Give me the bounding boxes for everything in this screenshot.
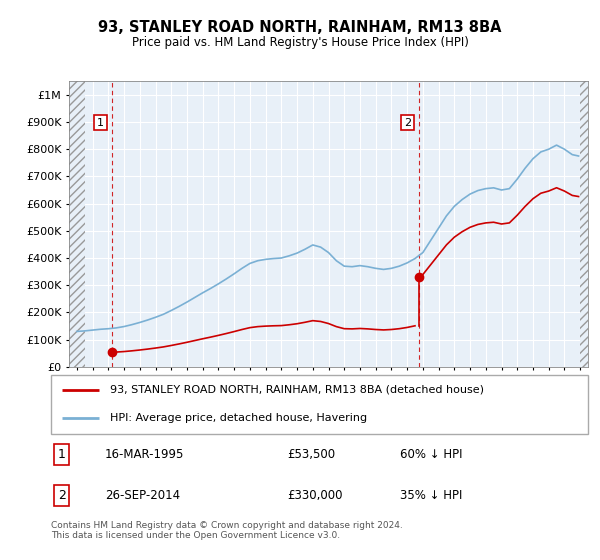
Text: 2013: 2013 bbox=[387, 378, 396, 401]
FancyBboxPatch shape bbox=[51, 375, 588, 434]
Text: 2017: 2017 bbox=[450, 378, 459, 401]
Text: 35% ↓ HPI: 35% ↓ HPI bbox=[400, 489, 463, 502]
Text: 1996: 1996 bbox=[119, 378, 128, 401]
Text: 2007: 2007 bbox=[293, 378, 302, 401]
Text: 2015: 2015 bbox=[418, 378, 427, 401]
Text: 2: 2 bbox=[58, 489, 65, 502]
Text: 93, STANLEY ROAD NORTH, RAINHAM, RM13 8BA (detached house): 93, STANLEY ROAD NORTH, RAINHAM, RM13 8B… bbox=[110, 385, 484, 395]
Text: 2023: 2023 bbox=[544, 378, 553, 401]
Text: 2006: 2006 bbox=[277, 378, 286, 401]
Text: 2001: 2001 bbox=[198, 378, 207, 401]
Text: 2011: 2011 bbox=[355, 378, 364, 401]
Text: 2005: 2005 bbox=[261, 378, 270, 401]
Text: 93, STANLEY ROAD NORTH, RAINHAM, RM13 8BA: 93, STANLEY ROAD NORTH, RAINHAM, RM13 8B… bbox=[98, 20, 502, 35]
Text: £53,500: £53,500 bbox=[287, 448, 335, 461]
Text: 2014: 2014 bbox=[403, 378, 412, 401]
Text: 2012: 2012 bbox=[371, 378, 380, 401]
Text: 2024: 2024 bbox=[560, 378, 569, 401]
Text: HPI: Average price, detached house, Havering: HPI: Average price, detached house, Have… bbox=[110, 413, 367, 423]
Text: Price paid vs. HM Land Registry's House Price Index (HPI): Price paid vs. HM Land Registry's House … bbox=[131, 36, 469, 49]
Text: 2004: 2004 bbox=[245, 378, 254, 401]
Bar bbox=[580, 81, 596, 367]
Bar bbox=[69, 81, 85, 367]
Text: 2016: 2016 bbox=[434, 378, 443, 401]
Text: 1994: 1994 bbox=[88, 378, 97, 401]
Text: Contains HM Land Registry data © Crown copyright and database right 2024.
This d: Contains HM Land Registry data © Crown c… bbox=[51, 521, 403, 540]
Text: 1997: 1997 bbox=[135, 378, 144, 401]
Text: 2022: 2022 bbox=[529, 378, 538, 401]
Text: 1999: 1999 bbox=[167, 378, 176, 401]
Text: 2025: 2025 bbox=[575, 378, 584, 401]
Text: 60% ↓ HPI: 60% ↓ HPI bbox=[400, 448, 463, 461]
Text: 1995: 1995 bbox=[104, 378, 113, 401]
Text: 1993: 1993 bbox=[73, 378, 82, 401]
Text: 2019: 2019 bbox=[481, 378, 490, 401]
Text: 2020: 2020 bbox=[497, 378, 506, 401]
Text: £330,000: £330,000 bbox=[287, 489, 343, 502]
Text: 2000: 2000 bbox=[182, 378, 191, 401]
Text: 2008: 2008 bbox=[308, 378, 317, 401]
Text: 2009: 2009 bbox=[324, 378, 333, 401]
Text: 16-MAR-1995: 16-MAR-1995 bbox=[105, 448, 184, 461]
Text: 26-SEP-2014: 26-SEP-2014 bbox=[105, 489, 180, 502]
Text: 2003: 2003 bbox=[230, 378, 239, 401]
Text: 2002: 2002 bbox=[214, 378, 223, 401]
Text: 2010: 2010 bbox=[340, 378, 349, 401]
Text: 1: 1 bbox=[58, 448, 65, 461]
Text: 2018: 2018 bbox=[466, 378, 475, 401]
Text: 2021: 2021 bbox=[513, 378, 522, 401]
Text: 1: 1 bbox=[97, 118, 104, 128]
Text: 2: 2 bbox=[404, 118, 412, 128]
Text: 1998: 1998 bbox=[151, 378, 160, 401]
